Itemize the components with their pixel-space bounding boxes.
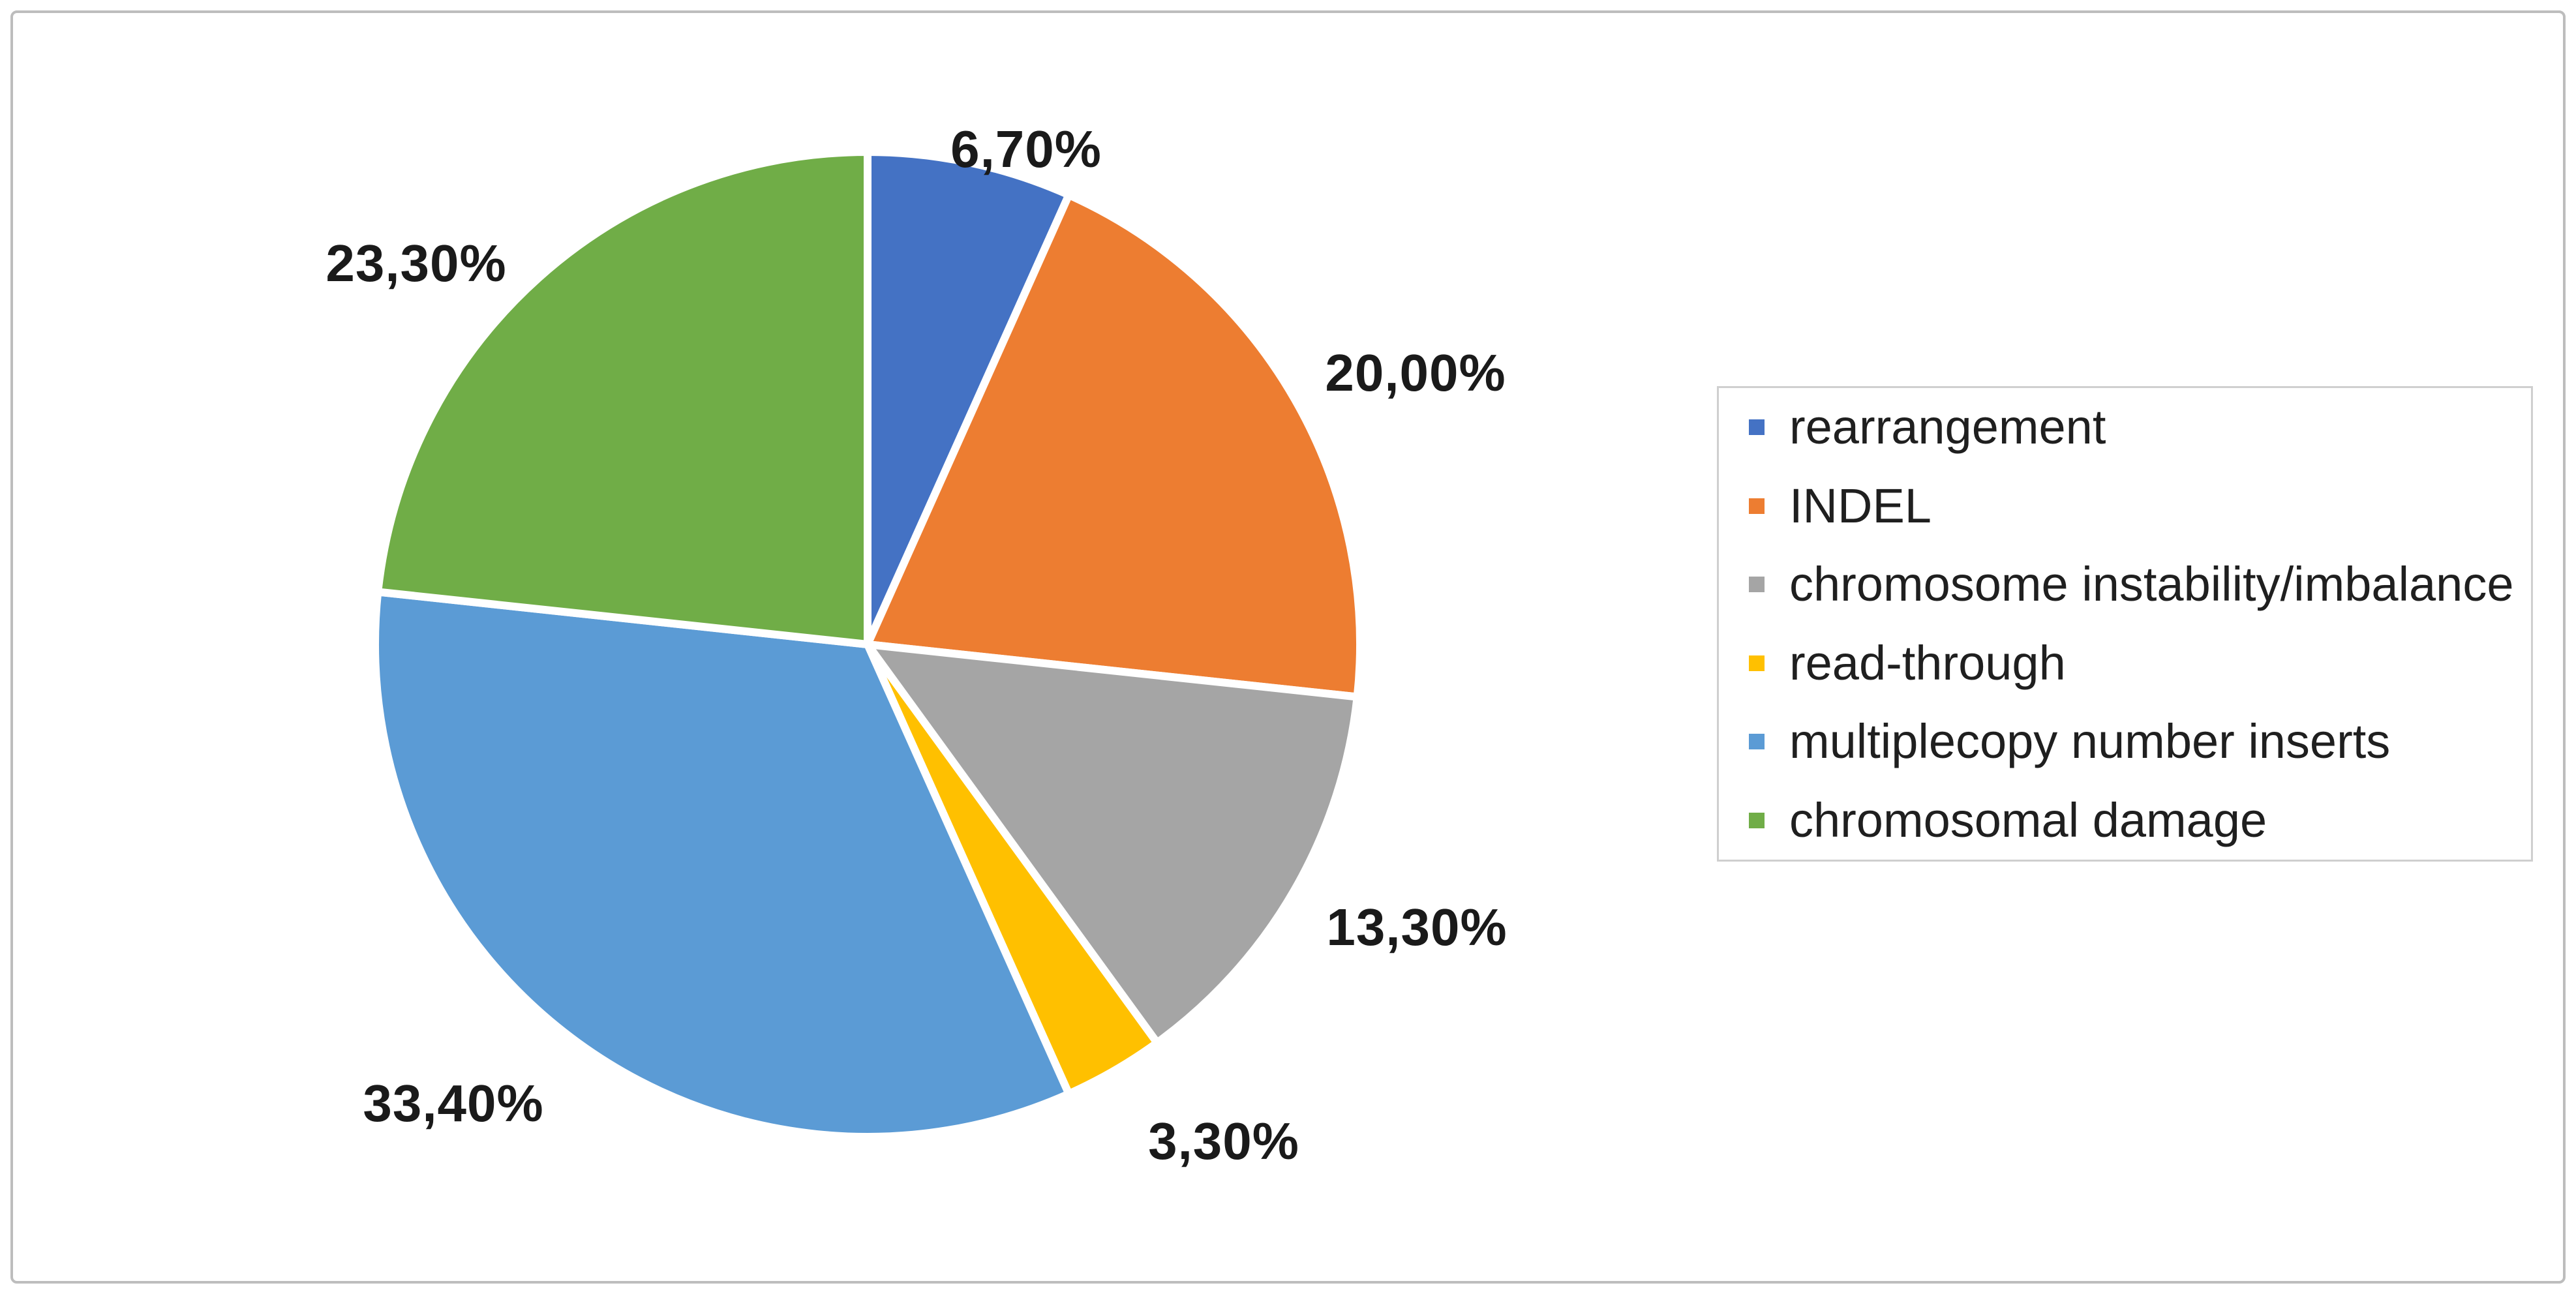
legend-swatch-icon bbox=[1749, 655, 1765, 671]
legend-item-indel: INDEL bbox=[1719, 467, 2531, 546]
legend-item-chromosomal-damage: chromosomal damage bbox=[1719, 781, 2531, 860]
legend-item-chromosome-instability-imbalance: chromosome instability/imbalance bbox=[1719, 545, 2531, 624]
legend-item-rearrangement: rearrangement bbox=[1719, 388, 2531, 467]
pie-slice-indel bbox=[862, 189, 1364, 702]
legend-label: read-through bbox=[1789, 635, 2066, 690]
legend-label: multiplecopy number inserts bbox=[1789, 714, 2391, 769]
legend-swatch-icon bbox=[1749, 498, 1765, 514]
legend-swatch-icon bbox=[1749, 734, 1765, 750]
slice-label-chromosomal-damage: 23,30% bbox=[326, 234, 507, 292]
slice-label-chromosome-instability-imbalance: 13,30% bbox=[1326, 898, 1508, 956]
legend-item-read-through: read-through bbox=[1719, 624, 2531, 703]
pie-slice-multiplecopy-number-inserts bbox=[371, 587, 1074, 1141]
legend-label: rearrangement bbox=[1789, 400, 2106, 455]
legend-swatch-icon bbox=[1749, 577, 1765, 593]
pie-slice-rearrangement bbox=[864, 147, 1074, 646]
legend-swatch-icon bbox=[1749, 812, 1765, 828]
slice-label-read-through: 3,30% bbox=[1148, 1112, 1299, 1170]
legend-item-multiplecopy-number-inserts: multiplecopy number inserts bbox=[1719, 702, 2531, 781]
legend: rearrangement INDEL chromosome instability… bbox=[1717, 386, 2533, 862]
legend-label: chromosomal damage bbox=[1789, 792, 2267, 847]
pie-plot-area bbox=[371, 147, 1364, 1141]
slice-label-rearrangement: 6,70% bbox=[950, 120, 1102, 178]
pie-slice-chromosomal-damage bbox=[373, 147, 871, 649]
pie-slice-chromosome-instability-imbalance bbox=[859, 639, 1362, 1049]
legend-label: chromosome instability/imbalance bbox=[1789, 557, 2514, 612]
slice-label-multiplecopy-number-inserts: 33,40% bbox=[363, 1074, 544, 1132]
legend-label: INDEL bbox=[1789, 478, 1932, 533]
slice-label-indel: 20,00% bbox=[1325, 344, 1506, 402]
legend-swatch-icon bbox=[1749, 419, 1765, 436]
